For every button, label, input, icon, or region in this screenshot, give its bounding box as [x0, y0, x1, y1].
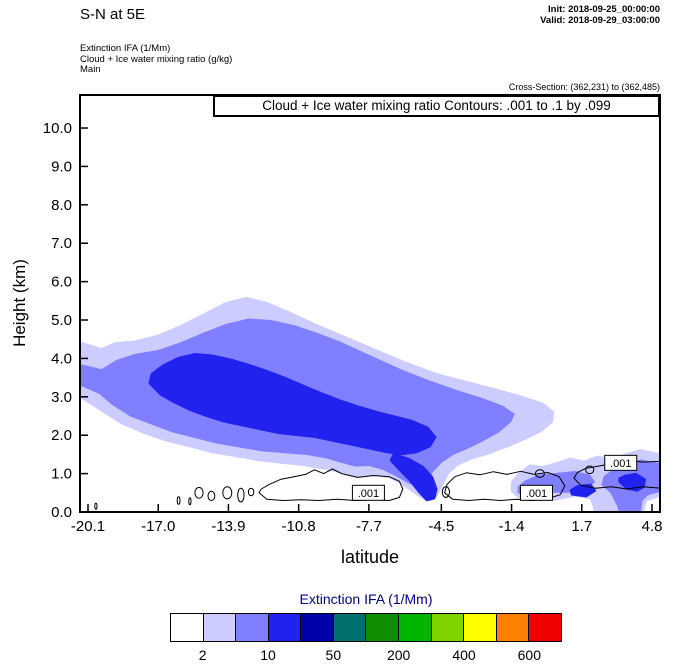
x-tick-label: -7.7	[356, 518, 382, 535]
model-name-label: Main	[80, 64, 101, 75]
contour-label: .001	[526, 488, 547, 500]
colorbar-cell	[529, 614, 561, 641]
colorbar-cell	[301, 614, 334, 641]
contour-label-box	[604, 454, 638, 471]
x-tick-label: -1.4	[499, 518, 525, 535]
contour-label-box	[519, 484, 553, 501]
colorbar-cell	[496, 614, 530, 641]
contour-label: .001	[610, 458, 631, 470]
colorbar-title: Extinction IFA (1/Mm)	[299, 591, 433, 607]
colorbar-cell	[236, 614, 269, 641]
x-tick-label: 1.7	[571, 518, 592, 535]
cloud-contour-loop	[247, 487, 255, 497]
cloud-contour-loop	[207, 490, 216, 501]
section-title: S-N at 5E	[80, 6, 146, 23]
y-tick-label: 6.0	[51, 274, 72, 291]
cloud-contour-loop	[534, 469, 545, 478]
contour-info-box: Cloud + Ice water mixing ratio Contours:…	[213, 95, 660, 117]
x-tick-label: -4.5	[428, 518, 454, 535]
y-tick-label: 10.0	[43, 120, 72, 137]
cloud-contour-loop	[585, 465, 595, 475]
x-tick-label: 4.8	[642, 518, 663, 535]
x-tick-label: -13.9	[211, 518, 245, 535]
x-tick-label: -10.8	[282, 518, 316, 535]
colorbar-cell	[366, 614, 400, 641]
filled-contour-dark-south1	[618, 472, 646, 492]
field-extinction-label: Extinction IFA (1/Mm)	[80, 43, 171, 54]
contour-field	[80, 296, 660, 512]
y-tick-label: 4.0	[51, 350, 72, 367]
field-cloud-label: Cloud + Ice water mixing ratio (g/kg)	[80, 53, 233, 65]
y-tick-label: 1.0	[51, 466, 72, 483]
filled-contour-dark-core	[148, 353, 437, 456]
colorbar	[170, 613, 562, 642]
cloud-contour-loop	[194, 486, 204, 499]
cloud-contour-loop	[237, 487, 245, 503]
filled-contour-dark-lower-streak	[389, 452, 438, 502]
colorbar-cell	[431, 614, 465, 641]
colorbar-cell	[171, 614, 204, 641]
init-time-label: Init: 2018-09-25_00:00:00	[548, 4, 660, 15]
cloud-contour-loop	[441, 486, 450, 498]
x-tick-label: -20.1	[71, 518, 105, 535]
colorbar-cell	[203, 614, 237, 641]
init-valid-times: Init: 2018-09-25_00:00:00 Valid: 2018-09…	[540, 4, 660, 26]
filled-contour-dark-south2	[569, 483, 597, 498]
y-tick-label: 8.0	[51, 197, 72, 214]
y-tick-label: 5.0	[51, 312, 72, 329]
cloud-contour-loop	[188, 497, 192, 506]
cross-section-coords: Cross-Section: (362,231) to (362,485)	[508, 82, 660, 92]
field-descriptions: Extinction IFA (1/Mm) Cloud + Ice water …	[80, 43, 233, 76]
y-tick-label: 9.0	[51, 158, 72, 175]
cloud-contour-loop	[222, 486, 233, 500]
y-tick-label: 3.0	[51, 389, 72, 406]
contour-label-box	[351, 484, 385, 501]
y-tick-label: 2.0	[51, 427, 72, 444]
y-tick-label: 0.0	[51, 504, 72, 521]
colorbar-cell	[464, 614, 497, 641]
y-axis-title: Height (km)	[10, 259, 29, 347]
cloud-contour-line	[258, 468, 404, 501]
cloud-contour-line	[444, 470, 566, 501]
colorbar-cell	[399, 614, 432, 641]
colorbar-cell	[333, 614, 367, 641]
x-axis-title: latitude	[340, 547, 400, 567]
cloud-contour-loop	[94, 502, 98, 510]
valid-time-label: Valid: 2018-09-29_03:00:00	[540, 15, 660, 26]
colorbar-cell	[268, 614, 302, 641]
contour-label: .001	[358, 488, 379, 500]
x-tick-label: -17.0	[141, 518, 175, 535]
y-tick-label: 7.0	[51, 235, 72, 252]
cloud-contour-loop	[176, 496, 181, 505]
cloud-contour-line	[573, 460, 660, 490]
